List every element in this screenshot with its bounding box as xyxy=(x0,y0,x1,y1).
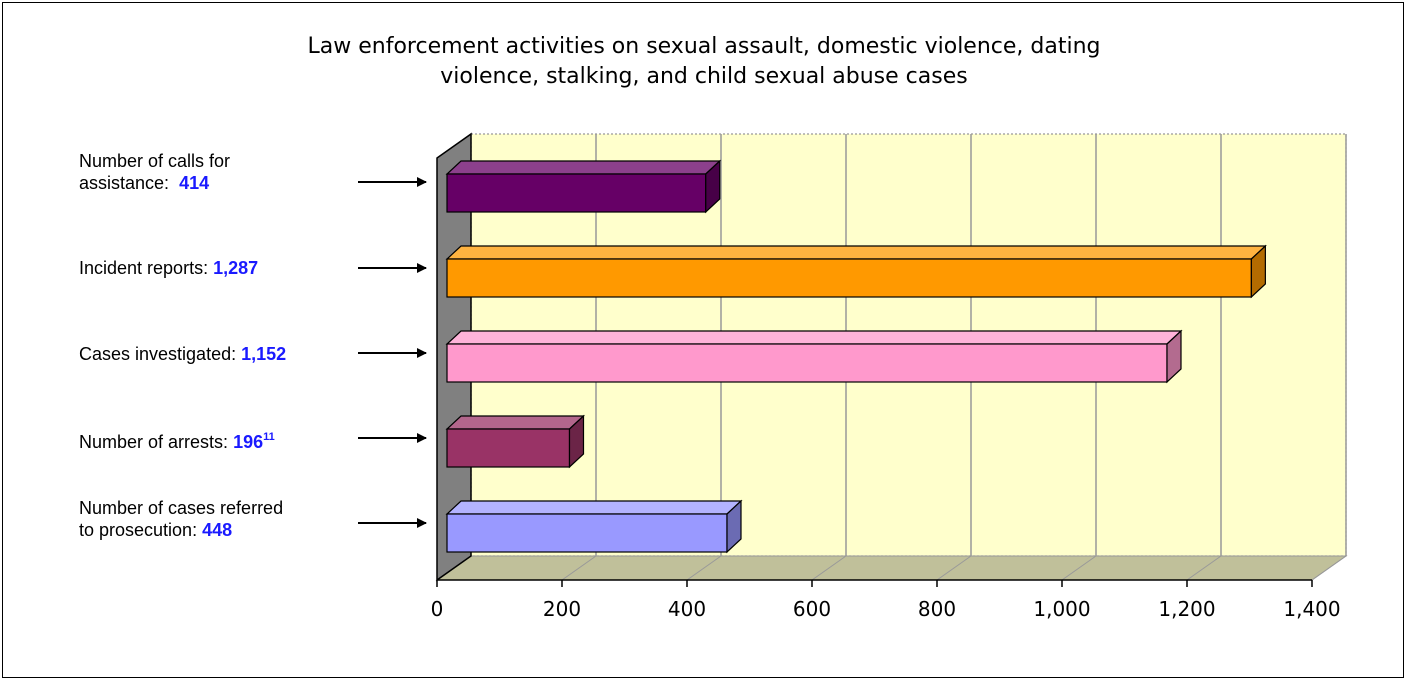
value-label-cases-investigated: 1,152 xyxy=(241,344,287,364)
pointer-arrows-group xyxy=(358,177,427,528)
bars-group xyxy=(445,159,1267,554)
floor-gridline xyxy=(1311,555,1347,581)
category-label-arrests: Number of arrests: 19611 xyxy=(79,427,275,453)
value-label-arrests: 196 xyxy=(233,432,264,452)
bar-top-face xyxy=(445,330,1183,345)
bar-1 xyxy=(445,244,1267,299)
chart-title: Law enforcement activities on sexual ass… xyxy=(0,32,1408,92)
bar-front-face xyxy=(446,428,571,468)
bar-4 xyxy=(445,499,743,554)
bar-front-face xyxy=(446,173,707,213)
bar-top-face xyxy=(445,500,743,515)
plot-floor xyxy=(435,555,1348,581)
bar-0 xyxy=(445,159,722,214)
floor-gridline xyxy=(561,555,597,581)
category-label-cases-investigated-text: Cases investigated: xyxy=(79,344,237,364)
value-label-prosecution: 448 xyxy=(202,520,233,540)
bar-top-face xyxy=(445,415,586,430)
bar-end-face xyxy=(1166,329,1182,384)
floor-gridline xyxy=(1186,555,1222,581)
x-tick-label: 200 xyxy=(543,597,581,621)
x-tick-label: 1,400 xyxy=(1283,597,1340,621)
floor-gridline xyxy=(936,555,972,581)
value-label-incident-reports: 1,287 xyxy=(213,258,259,278)
bar-end-face xyxy=(568,414,585,469)
bar-2 xyxy=(445,329,1183,384)
category-label-prosecution-line-2: to prosecution: xyxy=(79,520,198,540)
category-label-arrests-text: Number of arrests: xyxy=(79,432,229,452)
category-label-calls-line-2: assistance: xyxy=(79,173,170,193)
value-label-calls: 414 xyxy=(179,173,210,193)
category-label-prosecution-line-1: Number of cases referred xyxy=(79,498,284,518)
chart-title-line-2: violence, stalking, and child sexual abu… xyxy=(440,64,968,89)
floor-gridline xyxy=(1061,555,1097,581)
x-tick-label: 0 xyxy=(431,597,444,621)
bar-top-face xyxy=(445,160,722,175)
bar-3 xyxy=(445,414,586,469)
category-label-calls-line-1: Number of calls for xyxy=(79,151,231,171)
bar-top-face xyxy=(445,245,1267,260)
footnote-marker-arrests: 11 xyxy=(263,431,275,443)
x-tick-label: 1,200 xyxy=(1158,597,1215,621)
x-tick-label: 400 xyxy=(668,597,706,621)
floor-gridline xyxy=(686,555,722,581)
category-label-cases-investigated: Cases investigated: 1,152 xyxy=(79,343,286,365)
bar-end-face xyxy=(1250,244,1266,299)
chart-title-line-1: Law enforcement activities on sexual ass… xyxy=(307,34,1101,59)
x-tick-label: 600 xyxy=(793,597,831,621)
category-label-calls: Number of calls for assistance: 414 xyxy=(79,150,230,194)
category-label-incident-reports: Incident reports: 1,287 xyxy=(79,257,258,279)
floor-gridline xyxy=(811,555,847,581)
x-axis: 0 200 400 600 800 1,000 1,200 1,400 xyxy=(431,579,1341,621)
x-tick-label: 1,000 xyxy=(1033,597,1090,621)
x-tick-label: 800 xyxy=(918,597,956,621)
category-label-prosecution: Number of cases referred to prosecution:… xyxy=(79,497,283,541)
bar-end-face xyxy=(705,159,721,214)
bar-front-face xyxy=(446,258,1252,298)
bar-front-face xyxy=(446,343,1168,383)
category-label-incident-reports-text: Incident reports: xyxy=(79,258,209,278)
bar-end-face xyxy=(726,499,742,554)
bar-front-face xyxy=(446,513,728,553)
